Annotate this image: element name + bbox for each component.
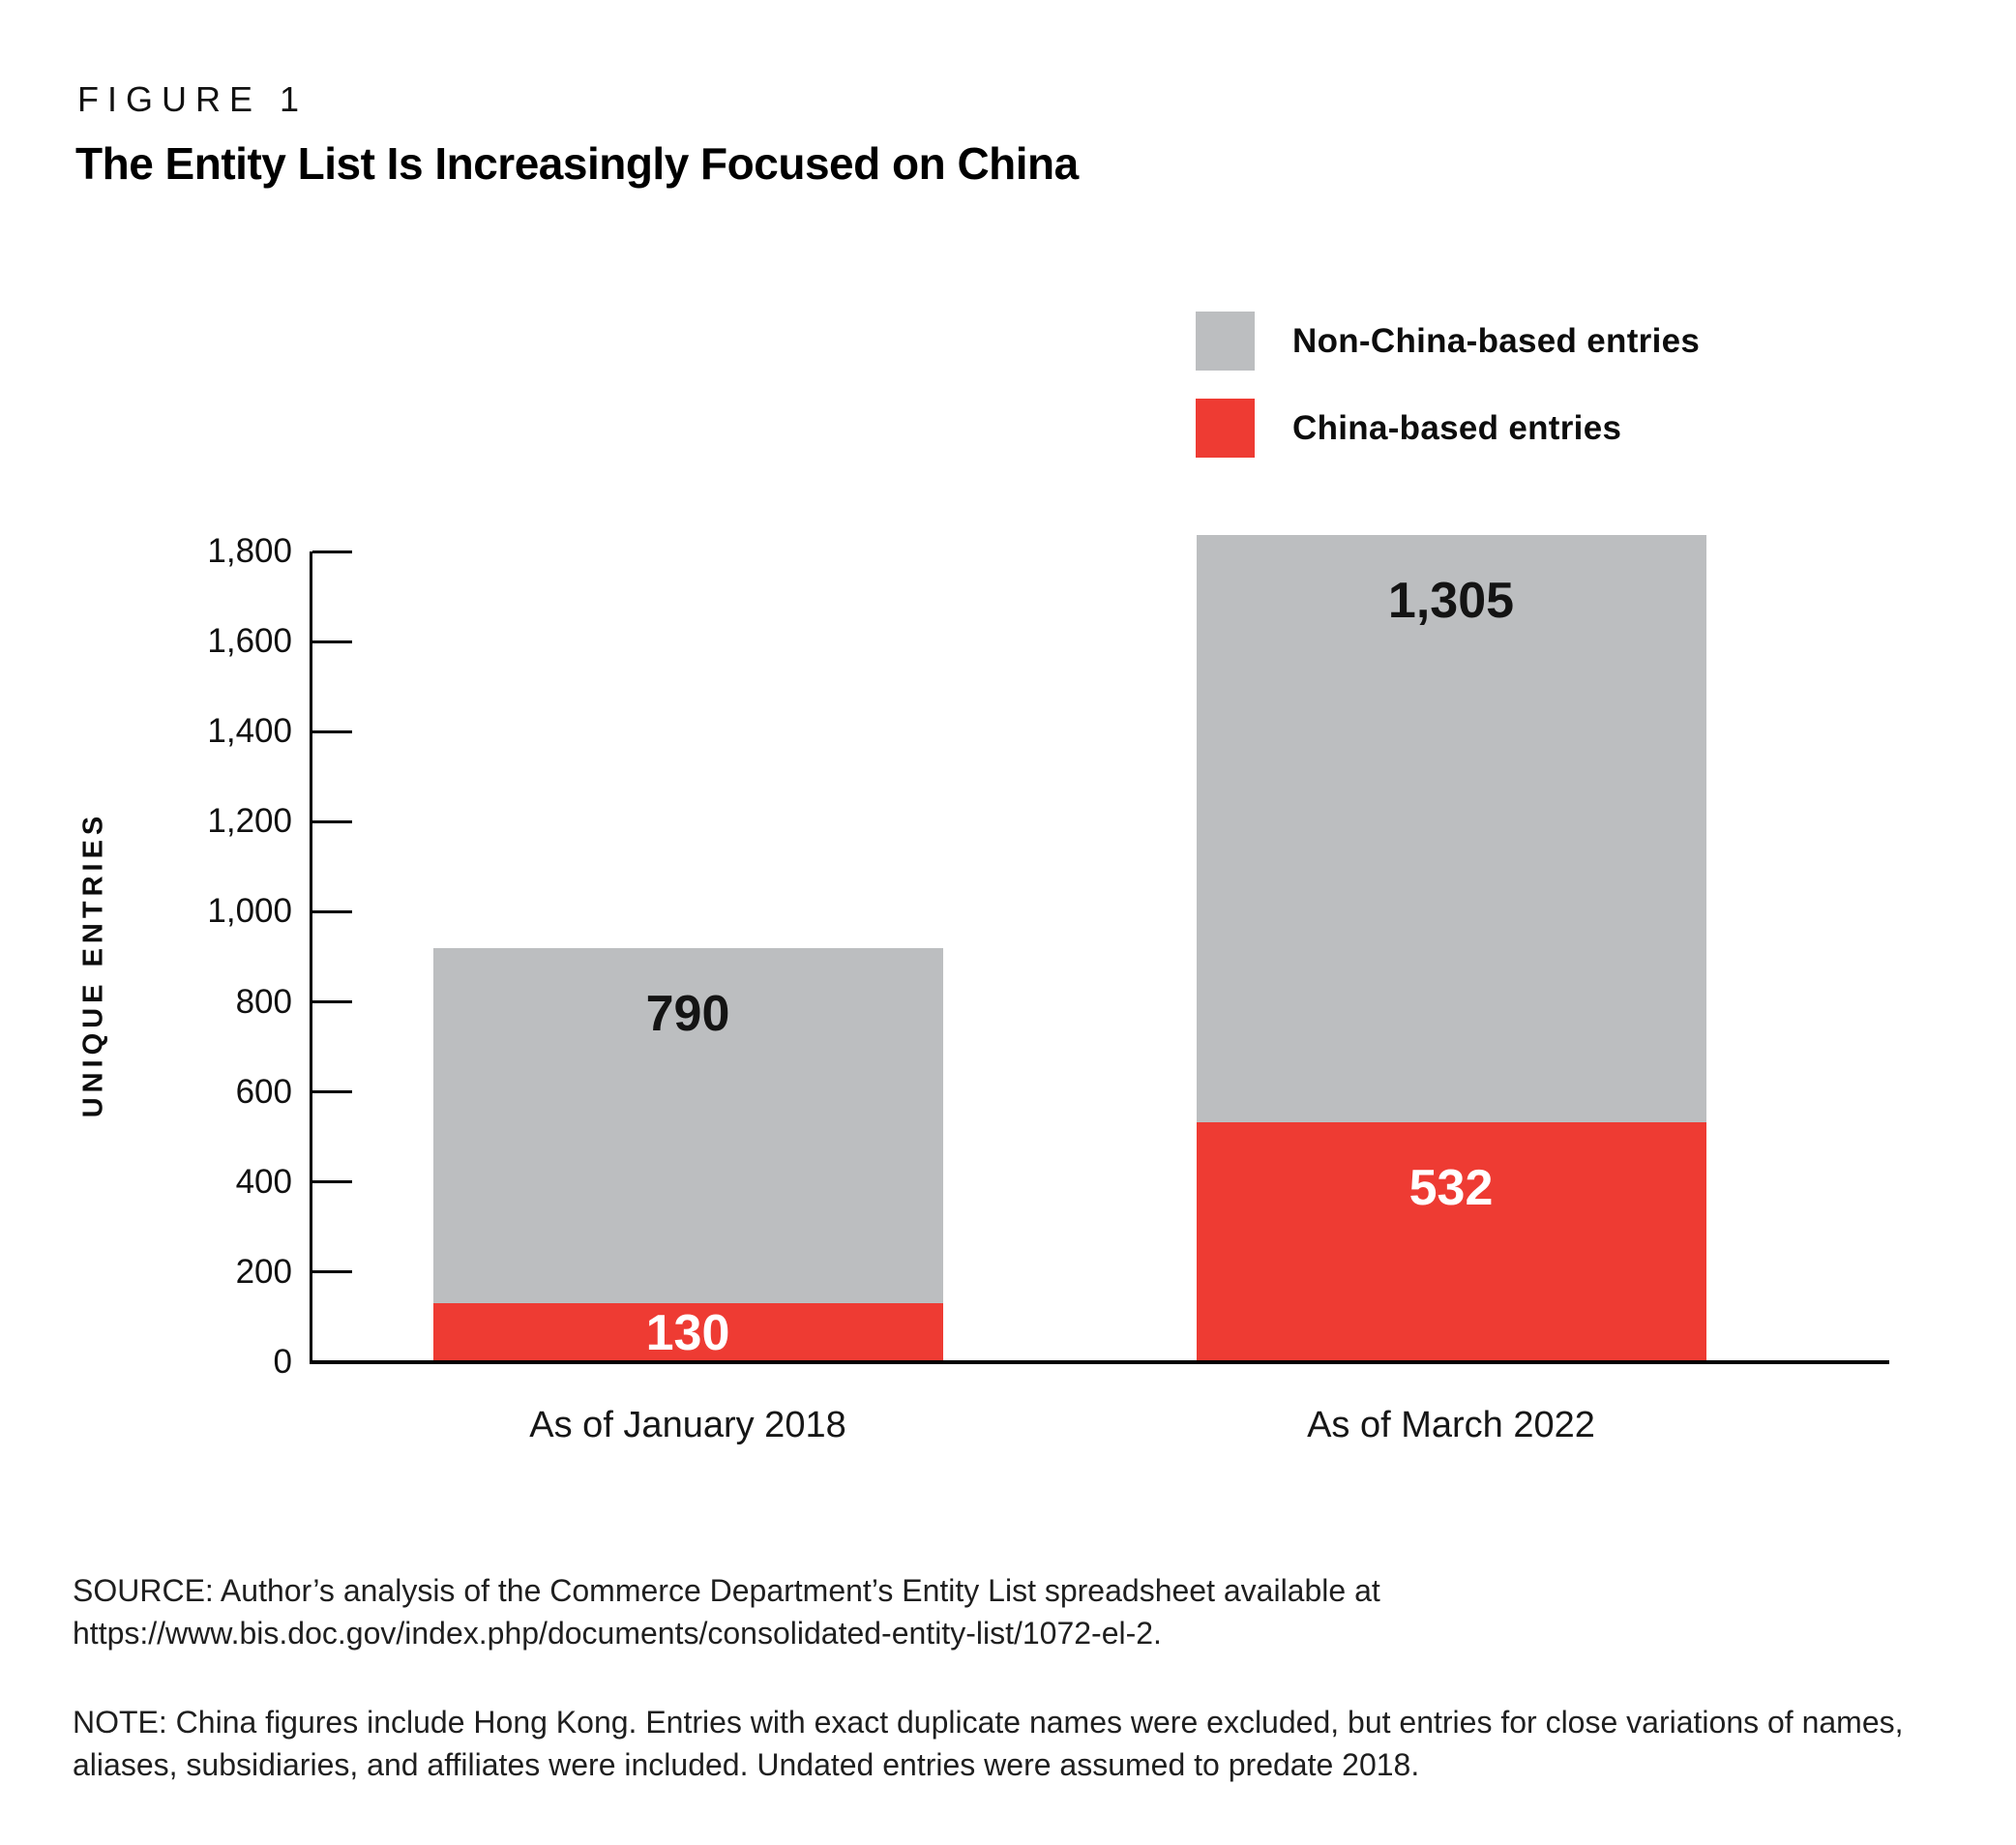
bar-segment <box>1196 1122 1706 1362</box>
legend-item-china: China-based entries <box>1196 399 1700 458</box>
bar-value-label: 1,305 <box>1387 572 1515 629</box>
y-axis-line <box>310 551 312 1362</box>
figure-title: The Entity List Is Increasingly Focused … <box>75 138 1079 189</box>
note-text: NOTE: China figures include Hong Kong. E… <box>73 1705 1904 1782</box>
x-axis-line <box>310 1360 1889 1364</box>
y-tick-label: 600 <box>235 1072 292 1111</box>
bar-segment <box>432 1303 943 1362</box>
y-tick <box>312 1000 352 1004</box>
y-tick <box>312 909 352 913</box>
y-tick <box>312 729 352 733</box>
y-tick-label: 1,800 <box>207 532 292 570</box>
bar-segment <box>1196 534 1706 1123</box>
y-tick-label: 400 <box>235 1162 292 1201</box>
legend: Non-China-based entries China-based entr… <box>1196 312 1700 486</box>
bar-segment <box>432 947 943 1304</box>
legend-item-non-china: Non-China-based entries <box>1196 312 1700 371</box>
y-tick-label: 800 <box>235 982 292 1021</box>
bar-value-label: 790 <box>645 985 730 1042</box>
x-category-label: As of January 2018 <box>529 1405 846 1445</box>
y-tick-label: 200 <box>235 1252 292 1291</box>
y-tick-label: 1,400 <box>207 712 292 751</box>
y-tick-label: 1,600 <box>207 622 292 661</box>
y-tick-label: 0 <box>273 1343 292 1381</box>
y-tick-label: 1,200 <box>207 802 292 841</box>
legend-swatch-china-icon <box>1196 399 1255 458</box>
legend-label-china: China-based entries <box>1292 408 1622 447</box>
bar-value-label: 532 <box>1408 1160 1494 1217</box>
legend-label-non-china: Non-China-based entries <box>1292 321 1701 360</box>
legend-swatch-non-china-icon <box>1196 312 1255 371</box>
y-tick <box>312 819 352 823</box>
y-tick <box>312 1180 352 1184</box>
y-tick <box>312 640 352 643</box>
source-text: SOURCE: Author’s analysis of the Commerc… <box>73 1573 1380 1651</box>
y-tick <box>312 1090 352 1094</box>
y-tick <box>312 1270 352 1274</box>
bar-value-label: 130 <box>645 1304 730 1361</box>
y-tick-label: 1,000 <box>207 892 292 931</box>
x-category-label: As of March 2022 <box>1307 1405 1595 1445</box>
y-tick <box>312 550 352 553</box>
figure-label: FIGURE 1 <box>77 79 309 119</box>
